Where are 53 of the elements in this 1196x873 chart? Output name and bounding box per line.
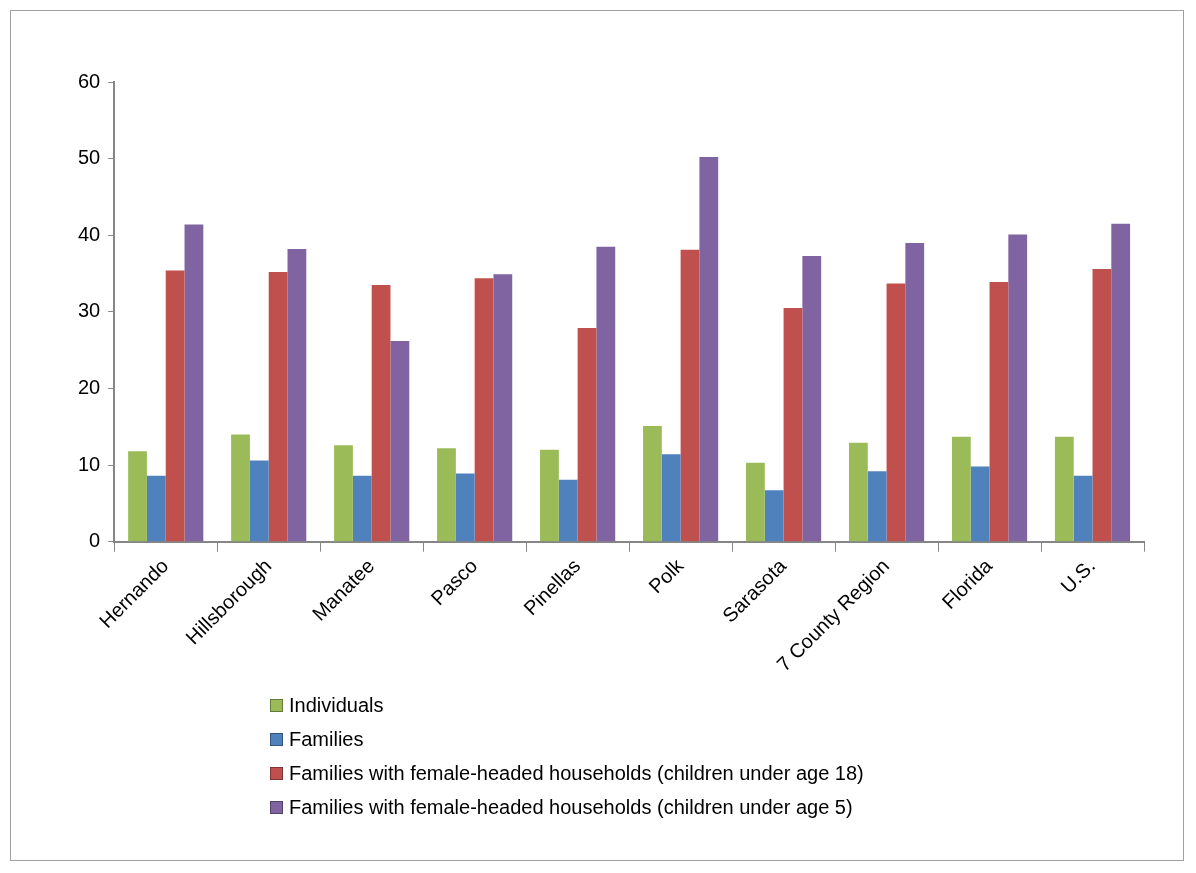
bar <box>437 448 456 542</box>
y-tick-label: 50 <box>78 146 101 169</box>
bar <box>558 479 578 542</box>
bar <box>886 283 906 542</box>
legend-label: Families with female-headed households (children under age 5) <box>289 795 853 819</box>
y-tick-label: 40 <box>78 222 101 245</box>
bar <box>643 426 662 542</box>
bar <box>334 445 353 542</box>
bar <box>802 255 822 542</box>
bar <box>989 281 1009 542</box>
bar <box>128 451 147 542</box>
bar <box>867 471 887 542</box>
bar <box>577 327 597 542</box>
bar <box>268 272 288 542</box>
bar <box>680 249 700 542</box>
x-tick-label: Polk <box>644 553 689 598</box>
bar <box>783 308 803 542</box>
bar <box>231 434 250 542</box>
y-tick-label: 10 <box>78 452 101 475</box>
bar <box>951 436 971 542</box>
bar <box>287 249 307 542</box>
bar <box>1111 223 1131 542</box>
legend-label: Individuals <box>289 693 384 717</box>
bar <box>1054 436 1074 542</box>
bar <box>746 462 765 542</box>
bar <box>371 285 391 542</box>
bar <box>493 274 513 542</box>
y-tick-label: 30 <box>78 299 101 322</box>
x-tick-label: U.S. <box>1056 554 1100 598</box>
bar <box>146 475 166 542</box>
bar <box>970 466 990 542</box>
bar <box>474 278 494 542</box>
bar <box>905 242 925 542</box>
bar <box>848 442 868 542</box>
bar <box>661 454 681 542</box>
legend-label: Families with female-headed households (children under age 18) <box>289 761 864 785</box>
legend-label: Families <box>289 727 364 751</box>
y-tick-label: 60 <box>78 69 101 92</box>
bar <box>184 224 204 542</box>
bar <box>1092 268 1112 542</box>
bar <box>165 270 185 542</box>
bar <box>596 246 616 542</box>
bar <box>699 157 719 542</box>
bar <box>764 490 784 542</box>
y-tick-label: 20 <box>78 375 101 398</box>
y-tick-label: 0 <box>89 529 101 552</box>
bar <box>1008 234 1028 542</box>
bar <box>540 449 559 542</box>
bar <box>249 460 269 542</box>
bar <box>1073 475 1093 542</box>
bar <box>352 475 372 542</box>
bar <box>455 473 475 542</box>
bar <box>390 340 410 542</box>
